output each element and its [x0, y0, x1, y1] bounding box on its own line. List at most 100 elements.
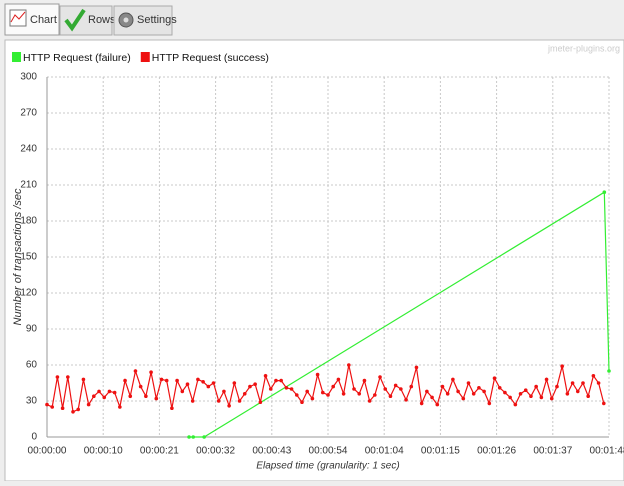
data-point [248, 384, 252, 389]
data-point [196, 377, 200, 382]
data-point [128, 394, 133, 399]
data-point [331, 384, 336, 389]
tab[interactable]: Chart [4, 3, 60, 36]
data-point [513, 402, 518, 407]
data-point [305, 389, 309, 394]
data-point [284, 386, 289, 390]
data-point [294, 393, 299, 397]
data-point [263, 374, 268, 378]
data-point [133, 369, 138, 373]
data-point [320, 390, 325, 395]
data-point [191, 435, 196, 439]
data-point [164, 378, 169, 383]
x-tick-label: 00:01:15 [421, 446, 460, 457]
tab[interactable]: Settings [113, 5, 177, 36]
x-tick-label: 00:01:26 [477, 446, 516, 457]
data-point [206, 384, 211, 389]
data-point [581, 381, 585, 385]
data-point [560, 364, 564, 369]
data-point [242, 392, 247, 396]
data-point [352, 387, 356, 391]
data-point [607, 369, 611, 373]
data-point [315, 372, 320, 377]
x-axis-title: Elapsed time (granularity: 1 sec) [256, 461, 399, 472]
data-point [180, 389, 185, 394]
legend-label: HTTP Request (success) [152, 52, 269, 64]
data-point [222, 389, 226, 394]
data-point [185, 382, 190, 387]
data-point [466, 381, 471, 385]
data-point [268, 387, 273, 391]
y-axis-title: Number of transactions /sec [12, 188, 24, 325]
tab-label: Settings [137, 14, 177, 26]
data-point [144, 394, 148, 399]
y-tick-label: 150 [20, 252, 37, 263]
data-point [601, 401, 606, 406]
data-point [586, 394, 590, 399]
tab[interactable]: Rows [59, 5, 116, 36]
data-point [497, 386, 502, 390]
data-point [347, 363, 351, 367]
data-point [216, 399, 221, 403]
data-point [258, 400, 263, 405]
data-point [435, 402, 440, 407]
data-point [523, 388, 528, 393]
data-point [71, 410, 75, 414]
data-point [373, 393, 377, 397]
tab-icon [10, 11, 26, 23]
data-point [367, 399, 372, 403]
data-point [170, 406, 174, 411]
data-point [419, 401, 424, 406]
data-point [518, 392, 523, 396]
data-point [393, 383, 398, 388]
data-point [425, 389, 429, 394]
x-tick-label: 00:00:10 [84, 446, 123, 457]
data-point [544, 377, 549, 382]
y-tick-label: 270 [20, 108, 37, 119]
y-tick-label: 90 [26, 324, 38, 335]
data-point [399, 387, 403, 391]
data-point [471, 392, 476, 396]
data-point [565, 392, 570, 396]
data-point [529, 394, 533, 399]
legend-swatch [12, 52, 21, 62]
data-point [383, 387, 388, 391]
y-tick-label: 210 [20, 180, 37, 191]
data-point [97, 389, 101, 394]
data-point [107, 389, 112, 394]
data-point [253, 382, 257, 387]
data-point [81, 377, 86, 382]
data-point [487, 401, 492, 406]
data-point [310, 396, 315, 401]
data-point [149, 370, 153, 375]
legend-label: HTTP Request (failure) [23, 52, 131, 64]
data-point [227, 404, 231, 408]
data-point [279, 378, 283, 383]
x-tick-label: 00:00:43 [252, 446, 291, 457]
data-point [55, 375, 60, 379]
y-tick-label: 240 [20, 144, 37, 155]
data-point [482, 389, 486, 394]
data-point [154, 396, 159, 401]
data-point [300, 400, 304, 405]
data-point [451, 377, 455, 382]
data-point [388, 394, 393, 399]
watermark: jmeter-plugins.org [547, 43, 620, 53]
data-point [211, 381, 216, 385]
x-tick-label: 00:01:48 [590, 446, 624, 457]
data-point [138, 384, 143, 389]
data-point [237, 399, 242, 403]
data-point [602, 190, 607, 194]
legend-swatch [140, 52, 150, 62]
tab-icon [123, 17, 129, 23]
data-point [362, 378, 367, 383]
data-point [440, 384, 445, 389]
data-point [86, 402, 91, 407]
data-point [201, 380, 205, 384]
data-point [118, 405, 122, 409]
data-point [591, 374, 596, 378]
y-tick-label: 30 [26, 396, 38, 407]
data-point [289, 387, 294, 391]
